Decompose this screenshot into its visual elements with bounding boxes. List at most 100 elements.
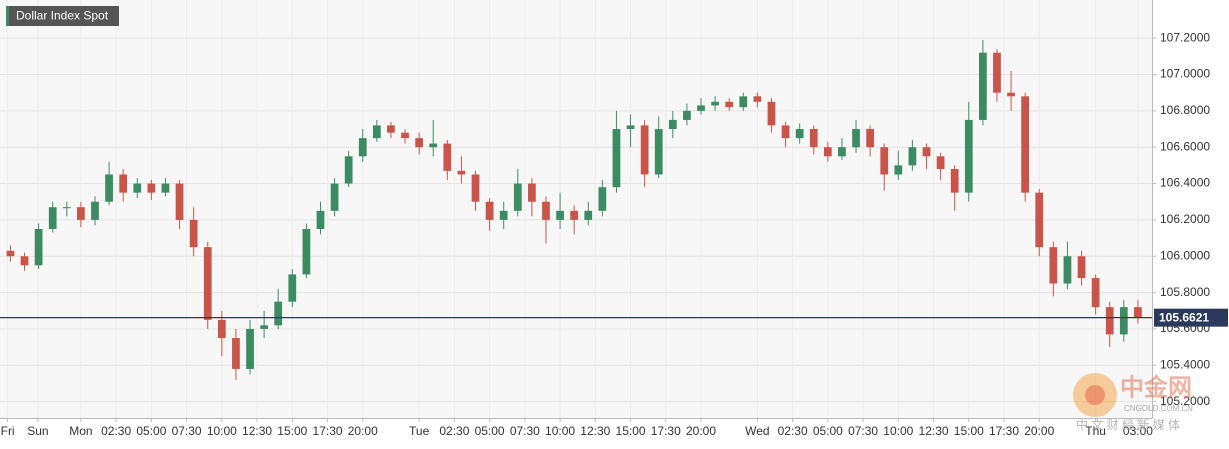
candle-body [795,129,804,139]
candle-body [1091,278,1100,308]
last-price-box [1154,308,1228,327]
candle-body [415,138,424,148]
x-tick-label: Tue [409,424,430,438]
candle-body [528,183,536,202]
candle-body [34,228,43,266]
candle-body [852,129,860,148]
candle-body [161,183,170,193]
title-box [6,6,119,26]
x-tick-label: Wed [745,424,769,438]
y-tick-label: 106.8000 [1160,103,1210,117]
candle-body [401,132,409,139]
x-tick-label: 15:00 [954,424,984,438]
x-tick-label: 20:00 [686,424,716,438]
candle-body [6,250,15,257]
candle-body [584,210,593,220]
candle-body [838,147,846,157]
candle-body [330,183,339,211]
x-tick-label: 03:00 [1123,424,1153,438]
candle-body [1007,92,1015,97]
x-tick-label: 20:00 [1024,424,1054,438]
candle-body [1049,247,1058,284]
candle-body [598,187,607,211]
plot-background [0,0,1152,418]
x-tick-label: 05:00 [813,424,843,438]
x-tick-label: 10:00 [883,424,913,438]
candle-body [964,119,973,193]
x-tick-label: 12:30 [580,424,610,438]
candle-body [654,129,663,175]
last-price-label: 105.6621 [1159,310,1209,324]
x-tick-label: 07:30 [510,424,540,438]
candle-body [217,319,226,339]
candle-body [105,174,113,202]
candle-body [48,207,57,229]
candle-body [542,201,550,220]
candle-body [767,101,776,126]
candle-body [1063,256,1072,284]
x-tick-label: 07:30 [848,424,878,438]
candle-body [1134,307,1142,319]
candle-body [260,325,268,329]
candle-body [640,125,649,175]
candle-body [189,219,198,248]
x-tick-label: 05:00 [136,424,166,438]
overlay: Dollar Index Spot 中金网 CNGOLD.COM.CN 中 文 … [0,6,1228,432]
candle-body [344,156,353,184]
y-tick-label: 106.6000 [1160,139,1210,153]
candle-body [147,183,156,193]
candle-body [753,96,762,102]
candle-body [20,256,29,266]
x-tick-label: 15:00 [277,424,307,438]
candle-body [880,147,889,175]
candle-body [429,143,438,148]
y-tick-label: 107.2000 [1160,30,1210,44]
x-tick-label: 05:00 [475,424,505,438]
chart-title: Dollar Index Spot [16,9,109,23]
candle-body [387,125,395,133]
candle-body [119,174,128,193]
candle-body [499,210,508,220]
candle-body [570,210,579,220]
y-tick-label: 105.2000 [1160,394,1210,408]
candle-body [443,143,452,171]
candle-body [823,147,832,157]
candle-body [866,129,875,148]
x-tick-label: Fri [1,424,15,438]
x-tick-label: 17:30 [989,424,1019,438]
y-tick-label: 105.8000 [1160,285,1210,299]
candle-body [77,207,85,220]
candle-body [626,125,635,130]
candle-body [612,129,621,188]
candle-body [781,125,790,139]
x-tick-label: 12:30 [919,424,949,438]
candle-body [556,210,564,220]
candle-body [513,183,522,211]
candle-body [950,169,959,193]
candle-body [246,328,254,369]
candle-body [288,274,297,302]
candle-body [711,101,719,106]
candle-body [683,110,691,120]
candle-body [809,129,818,148]
candles [6,39,1142,380]
x-tick-label: 20:00 [348,424,378,438]
candle-body [894,165,903,175]
candle-body [668,119,677,130]
candle-body [316,210,325,229]
x-tick-label: 12:30 [242,424,272,438]
candle-body [232,338,240,369]
candle-body [922,147,931,157]
candle-body [1119,307,1128,335]
candle-body [979,52,987,120]
candle-body [993,52,1001,93]
candle-body [739,96,748,108]
watermark-logo-inner [1085,385,1105,405]
candle-body [203,247,212,320]
candle-body [725,101,734,108]
x-tick-label: 10:00 [545,424,575,438]
candle-body [274,301,283,326]
x-tick-label: Sun [27,424,48,438]
candle-body [175,183,184,220]
